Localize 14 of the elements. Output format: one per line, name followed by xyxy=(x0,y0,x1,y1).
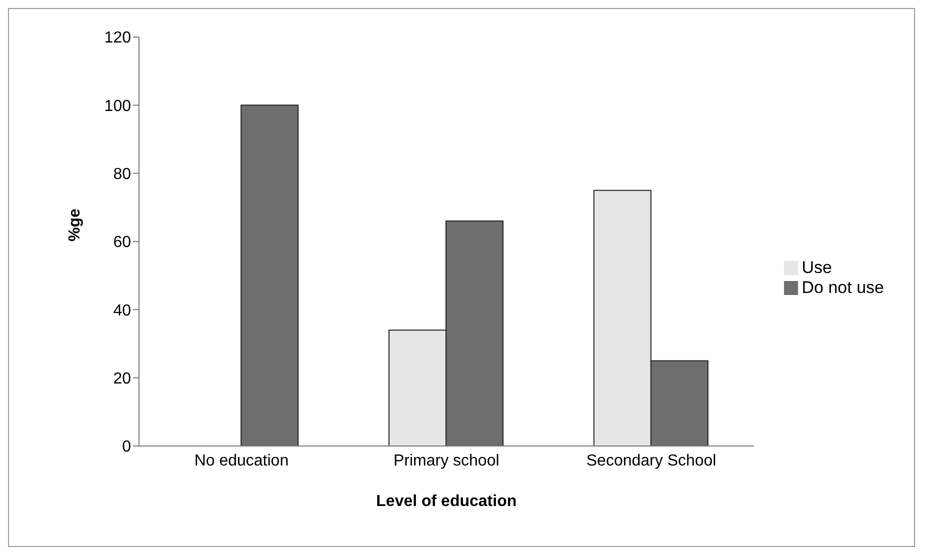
x-tick-label: Primary school xyxy=(393,452,500,470)
x-tick-label: Secondary School xyxy=(586,452,716,470)
y-tick-label: 20 xyxy=(113,370,132,388)
y-tick-label: 120 xyxy=(104,30,132,47)
legend-label: Do not use xyxy=(802,278,884,296)
legend-label: Use xyxy=(802,258,832,276)
y-axis-title: %ge xyxy=(66,208,84,242)
y-tick-label: 40 xyxy=(113,302,132,320)
y-tick-label: 80 xyxy=(113,166,132,184)
x-tick-label: No education xyxy=(194,452,289,470)
y-tick-label: 60 xyxy=(113,234,132,252)
x-axis-title: Level of education xyxy=(376,493,517,510)
y-tick-label: 0 xyxy=(122,438,132,456)
y-tick-label: 100 xyxy=(104,98,132,115)
